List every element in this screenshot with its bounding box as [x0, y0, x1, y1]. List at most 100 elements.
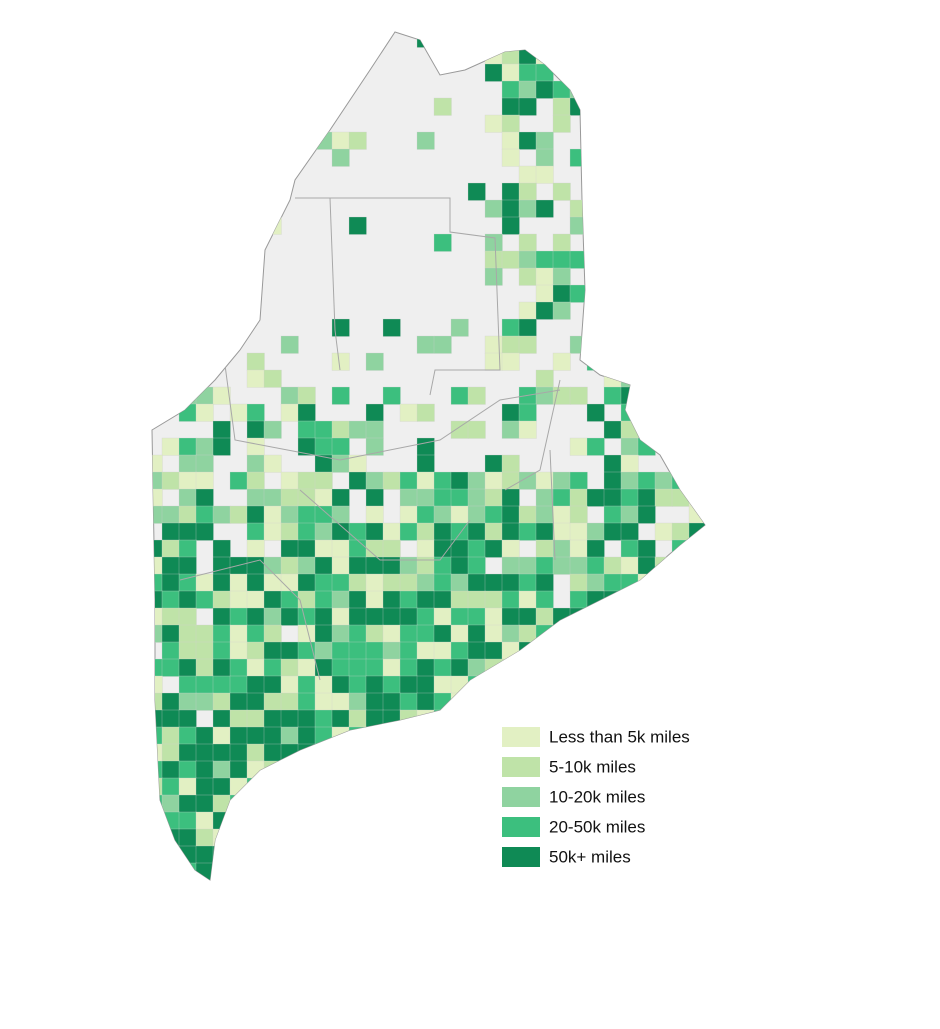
town-cell — [706, 115, 724, 133]
town-cell — [195, 522, 214, 541]
town-cell — [280, 760, 299, 779]
town-cell — [416, 845, 435, 864]
town-cell — [152, 624, 163, 643]
town-cell — [212, 743, 231, 762]
town-cell — [518, 522, 537, 541]
town-cell — [365, 879, 384, 880]
town-cell — [620, 522, 639, 541]
town-cell — [263, 573, 282, 592]
town-cell — [399, 573, 418, 592]
town-cell — [501, 573, 520, 592]
town-cell — [706, 863, 724, 881]
town-cell — [467, 777, 486, 796]
town-cell — [152, 743, 163, 762]
town-cell — [297, 488, 316, 507]
town-cell — [569, 879, 588, 880]
town-cell — [688, 675, 705, 694]
town-cell — [620, 335, 639, 354]
town-cell — [263, 777, 282, 796]
town-cell — [501, 131, 520, 150]
town-cell — [382, 879, 401, 880]
town-cell — [297, 658, 316, 677]
town-cell — [637, 80, 656, 99]
town-cell — [195, 811, 214, 830]
town-cell — [246, 607, 265, 626]
town-cell — [331, 556, 350, 575]
town-cell — [688, 148, 705, 167]
town-cell — [637, 131, 656, 150]
town-cell — [637, 233, 656, 252]
town-cell — [212, 794, 231, 813]
town-cell — [586, 216, 605, 235]
town-cell — [314, 811, 333, 830]
town-cell — [263, 369, 282, 388]
town-cell — [501, 250, 520, 269]
town-cell — [620, 658, 639, 677]
town-cell — [416, 488, 435, 507]
town-cell — [433, 862, 452, 880]
town-cell — [688, 471, 705, 490]
town-cell — [152, 454, 163, 473]
town-cell — [620, 539, 639, 558]
town-cell — [688, 556, 705, 575]
town-cell — [654, 862, 673, 880]
town-cell — [620, 709, 639, 728]
town-cell — [178, 386, 197, 405]
town-cell — [416, 709, 435, 728]
town-cell — [331, 760, 350, 779]
town-cell — [620, 505, 639, 524]
town-cell — [654, 403, 673, 422]
town-cell — [671, 267, 690, 286]
town-cell — [654, 573, 673, 592]
town-cell — [280, 488, 299, 507]
town-cell — [246, 539, 265, 558]
town-cell — [467, 522, 486, 541]
town-cell — [501, 199, 520, 218]
town-cell — [246, 352, 265, 371]
town-cell — [535, 539, 554, 558]
town-cell — [552, 114, 571, 133]
town-cell — [297, 794, 316, 813]
town-cell — [484, 845, 503, 864]
town-cell — [348, 573, 367, 592]
town-cell — [178, 250, 197, 269]
town-cell — [706, 81, 724, 99]
town-cell — [212, 692, 231, 711]
town-cell — [161, 692, 180, 711]
town-cell — [212, 641, 231, 660]
town-cell — [280, 607, 299, 626]
town-cell — [178, 777, 197, 796]
town-cell — [433, 522, 452, 541]
town-cell — [706, 744, 724, 762]
town-cell — [603, 505, 622, 524]
town-cell — [484, 828, 503, 847]
town-cell — [654, 590, 673, 609]
town-cell — [603, 46, 622, 65]
town-cell — [518, 658, 537, 677]
town-cell — [314, 794, 333, 813]
town-cell — [416, 624, 435, 643]
town-cell — [331, 777, 350, 796]
town-cell — [314, 539, 333, 558]
town-cell — [484, 46, 503, 65]
town-cell — [365, 811, 384, 830]
town-cell — [637, 318, 656, 337]
town-cell — [212, 760, 231, 779]
town-cell — [178, 743, 197, 762]
town-cell — [263, 828, 282, 847]
town-cell — [280, 845, 299, 864]
town-cell — [382, 845, 401, 864]
town-cell — [569, 199, 588, 218]
town-cell — [706, 30, 724, 48]
town-cell — [637, 760, 656, 779]
town-cell — [229, 131, 248, 150]
town-cell — [399, 709, 418, 728]
town-cell — [484, 692, 503, 711]
town-cell — [331, 437, 350, 456]
town-cell — [382, 828, 401, 847]
town-cell — [280, 641, 299, 660]
town-cell — [433, 760, 452, 779]
town-cell — [263, 692, 282, 711]
town-cell — [603, 63, 622, 82]
